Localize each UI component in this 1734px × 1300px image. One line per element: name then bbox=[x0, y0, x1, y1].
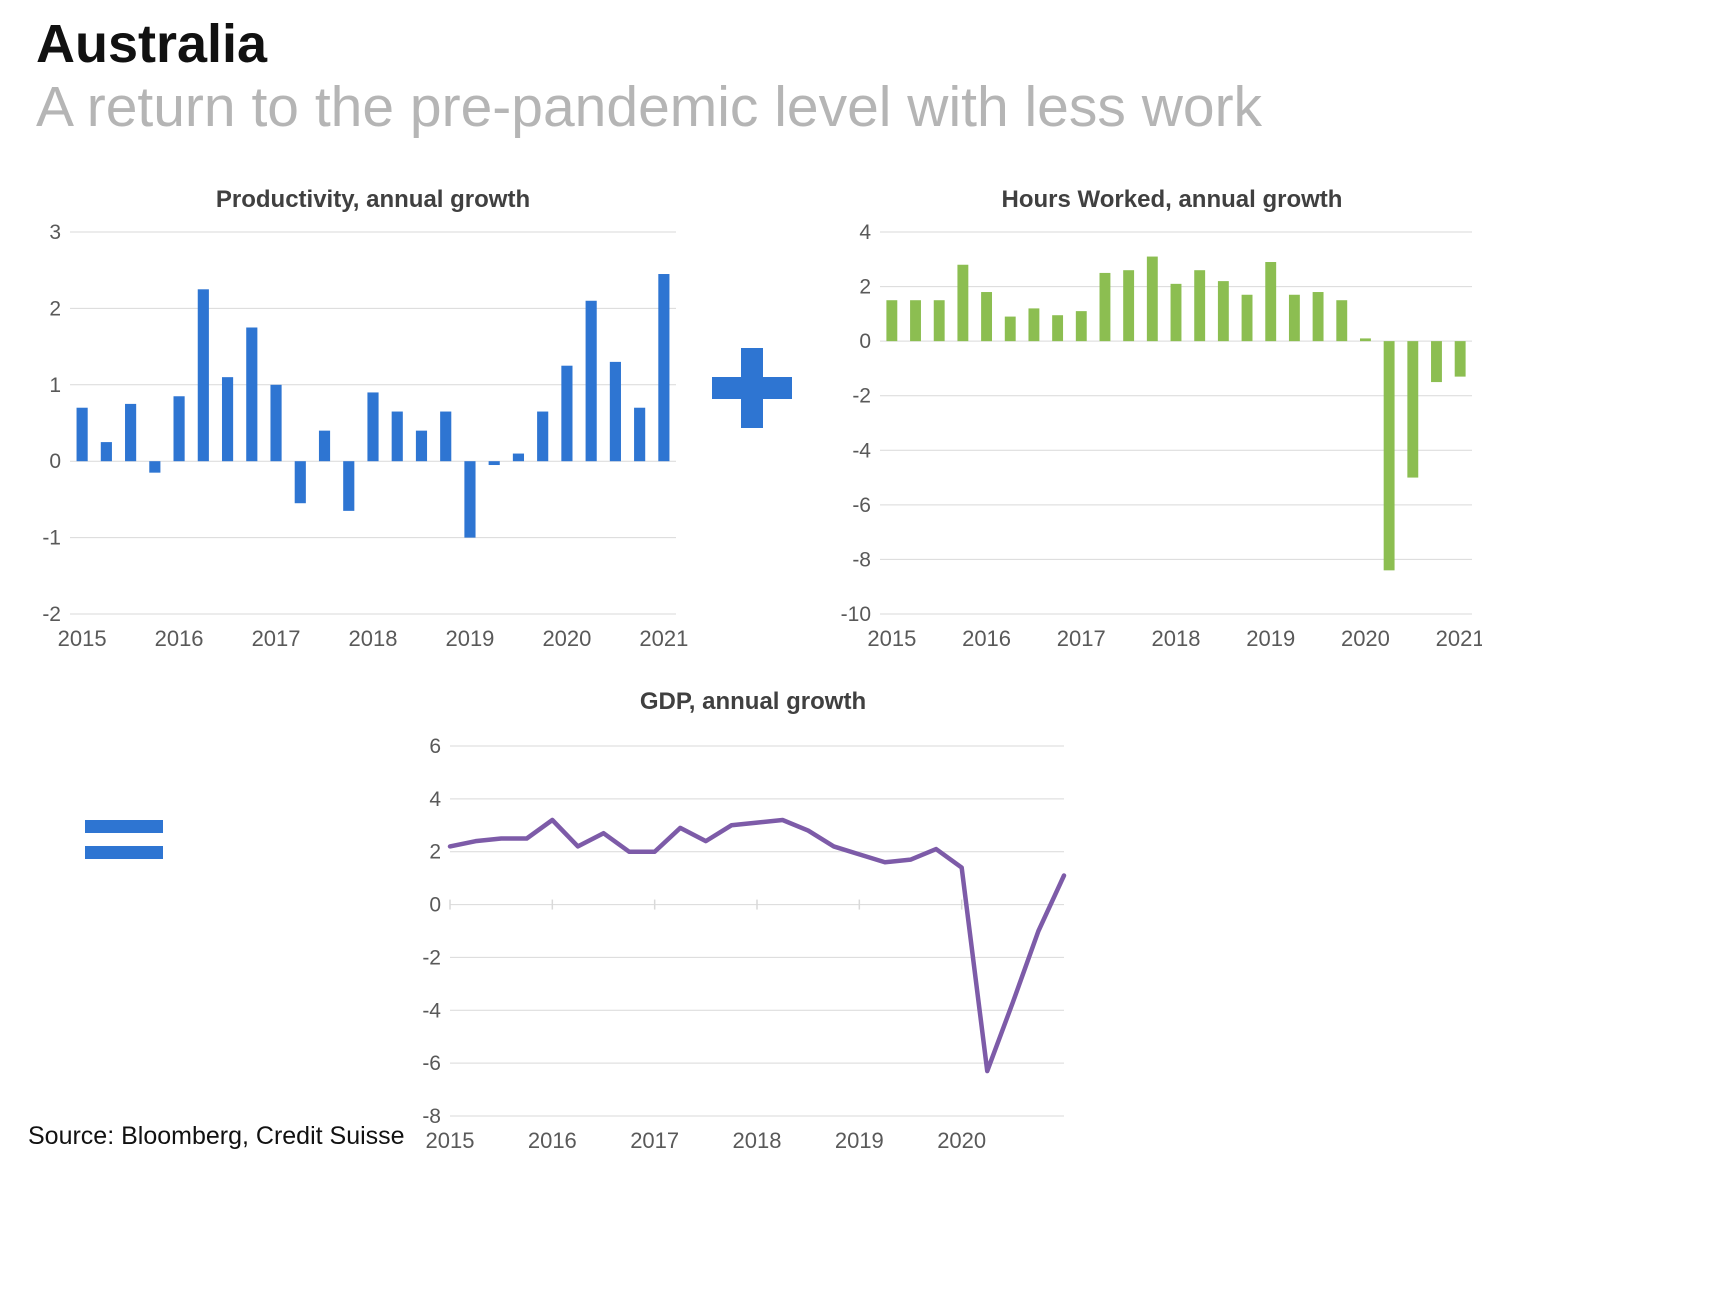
equals-icon-bottom-bar bbox=[85, 846, 163, 859]
svg-text:-1: -1 bbox=[42, 527, 61, 550]
header: Australia A return to the pre-pandemic l… bbox=[36, 14, 1262, 139]
svg-text:3: 3 bbox=[49, 222, 61, 244]
svg-text:2019: 2019 bbox=[1246, 626, 1295, 651]
gdp-chart-title: GDP, annual growth bbox=[639, 688, 867, 715]
svg-text:2019: 2019 bbox=[835, 1128, 884, 1153]
svg-text:2020: 2020 bbox=[1341, 626, 1390, 651]
svg-text:0: 0 bbox=[859, 330, 871, 353]
svg-text:6: 6 bbox=[429, 735, 441, 758]
svg-text:-8: -8 bbox=[852, 548, 871, 571]
svg-text:2018: 2018 bbox=[1152, 626, 1201, 651]
hours-worked-chart: Hours Worked, annual growth -10 -8 -6 -4 -2 0… bbox=[832, 186, 1482, 662]
svg-text:4: 4 bbox=[429, 788, 441, 811]
svg-text:2017: 2017 bbox=[252, 626, 301, 651]
productivity-plot: -2 -1 0 1 2 3 2015 2016 2017 2018 2019 2020 2021 bbox=[42, 222, 688, 651]
svg-text:2018: 2018 bbox=[733, 1128, 782, 1153]
svg-text:2021: 2021 bbox=[1436, 626, 1482, 651]
svg-text:0: 0 bbox=[49, 450, 61, 473]
source-note: Source: Bloomberg, Credit Suisse bbox=[28, 1122, 405, 1150]
hours-worked-chart-title: Hours Worked, annual growth bbox=[1001, 186, 1343, 213]
productivity-chart-title: Productivity, annual growth bbox=[215, 186, 531, 213]
plus-icon bbox=[712, 348, 792, 428]
svg-text:-6: -6 bbox=[852, 494, 871, 517]
svg-text:2: 2 bbox=[859, 276, 871, 299]
svg-text:2015: 2015 bbox=[867, 626, 916, 651]
svg-text:2020: 2020 bbox=[937, 1128, 986, 1153]
svg-text:-8: -8 bbox=[422, 1105, 441, 1128]
svg-text:-2: -2 bbox=[852, 385, 871, 408]
svg-text:2017: 2017 bbox=[630, 1128, 679, 1153]
svg-text:2020: 2020 bbox=[542, 626, 591, 651]
svg-text:1: 1 bbox=[49, 374, 61, 397]
svg-text:2017: 2017 bbox=[1057, 626, 1106, 651]
svg-text:-4: -4 bbox=[422, 999, 441, 1022]
svg-text:2018: 2018 bbox=[349, 626, 398, 651]
svg-text:2: 2 bbox=[49, 297, 61, 320]
svg-text:-6: -6 bbox=[422, 1052, 441, 1075]
hours-worked-chart-canvas: -10 -8 -6 -4 -2 0 2 4 2015 2016 2017 2018 2019 2020 20… bbox=[832, 222, 1482, 662]
svg-text:4: 4 bbox=[859, 222, 871, 244]
svg-text:2019: 2019 bbox=[445, 626, 494, 651]
gdp-plot: -8 -6 -4 -2 0 2 4 6 2015 2016 2017 2018 2019 2020 bbox=[422, 735, 1067, 1153]
hours-plot: -10 -8 -6 -4 -2 0 2 4 2015 2016 2017 2018 2019 2020 20… bbox=[841, 222, 1482, 651]
svg-text:2016: 2016 bbox=[962, 626, 1011, 651]
svg-text:2021: 2021 bbox=[639, 626, 688, 651]
svg-text:2015: 2015 bbox=[426, 1128, 475, 1153]
gdp-chart-canvas: -8 -6 -4 -2 0 2 4 6 2015 2016 2017 2018 2019 2020 bbox=[398, 724, 1078, 1164]
svg-text:-2: -2 bbox=[422, 946, 441, 969]
plus-icon-horizontal-bar bbox=[712, 377, 792, 399]
svg-text:0: 0 bbox=[429, 894, 441, 917]
svg-text:-2: -2 bbox=[42, 603, 61, 626]
svg-text:-10: -10 bbox=[841, 603, 871, 626]
page-title: Australia bbox=[36, 14, 268, 74]
gdp-chart: GDP, annual growth -8 -6 -4 -2 0 2 4 6 2015 2016 2… bbox=[398, 688, 1078, 1164]
productivity-chart: Productivity, annual growth -2 -1 0 1 2 3 2015… bbox=[28, 186, 688, 662]
svg-text:2: 2 bbox=[429, 841, 441, 864]
svg-text:2016: 2016 bbox=[155, 626, 204, 651]
svg-text:2016: 2016 bbox=[528, 1128, 577, 1153]
page-subtitle: A return to the pre-pandemic level with … bbox=[36, 75, 1263, 140]
productivity-chart-canvas: -2 -1 0 1 2 3 2015 2016 2017 2018 2019 2020 2021 bbox=[28, 222, 688, 662]
equals-icon-top-bar bbox=[85, 820, 163, 833]
equals-icon bbox=[85, 820, 163, 872]
svg-text:2015: 2015 bbox=[58, 626, 107, 651]
svg-text:-4: -4 bbox=[852, 439, 871, 462]
